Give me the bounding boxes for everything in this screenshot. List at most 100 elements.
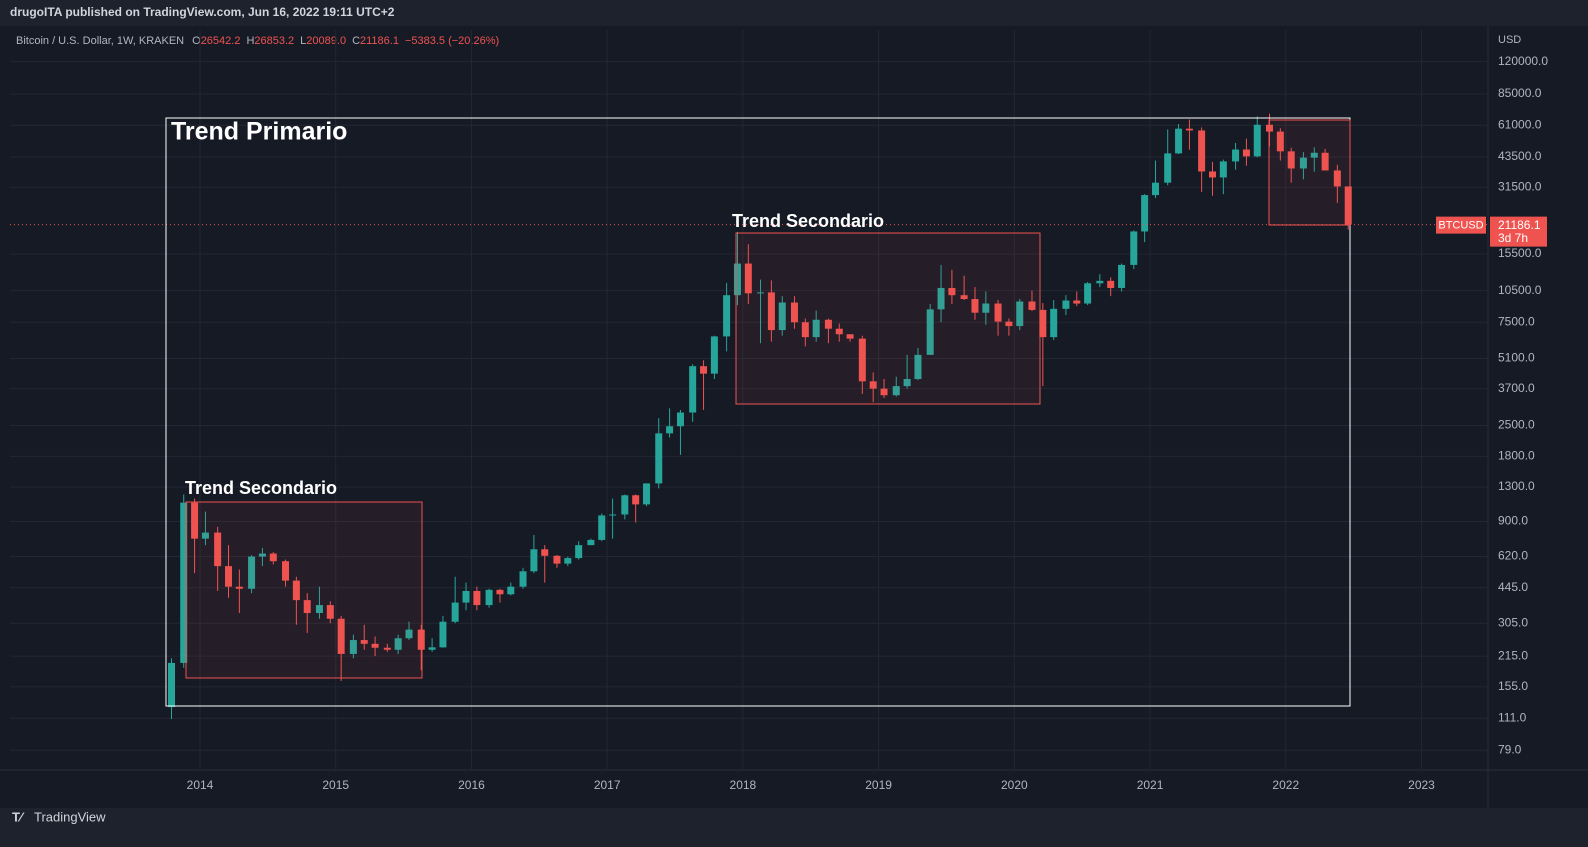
candle-body (292, 580, 300, 601)
y-tick-label: 31500.0 (1498, 180, 1542, 194)
candle-body (587, 539, 595, 546)
candle-body (1050, 308, 1058, 338)
legend-symbol: Bitcoin / U.S. Dollar, 1W, KRAKEN (16, 35, 184, 47)
y-tick-label: 5100.0 (1498, 351, 1535, 365)
candle-body (1333, 170, 1341, 187)
header-bar (0, 0, 1588, 26)
candle-body (598, 515, 606, 540)
candle-body (971, 299, 979, 313)
candle-body (1321, 152, 1329, 171)
candle-body (790, 302, 798, 323)
price-tag-countdown: 3d 7h (1498, 231, 1528, 245)
x-tick-label: 2020 (1001, 778, 1028, 792)
annotation-box (735, 232, 1041, 405)
legend-field-label: H (246, 35, 254, 47)
grid: 79.0 111.0 155.0 215.0 305.0 445.0 620.0 900.0 1… (10, 30, 1548, 792)
y-tick-label: 900.0 (1498, 514, 1528, 528)
candle-body (960, 295, 968, 300)
legend-field-value: 26542.2 (201, 35, 241, 47)
candle-body (655, 433, 663, 484)
candle-body (303, 600, 311, 614)
x-tick-label: 2015 (322, 778, 349, 792)
annotation-box (165, 117, 1351, 707)
candle-body (846, 334, 854, 339)
candle-body (1073, 300, 1081, 304)
candle-body (914, 354, 922, 379)
candle-body (835, 328, 843, 335)
publish-info: drugoITA published on TradingView.com, J… (10, 5, 395, 19)
annotation-box (1268, 119, 1351, 226)
x-tick-label: 2014 (187, 778, 214, 792)
y-tick-label: 1300.0 (1498, 479, 1535, 493)
x-tick-label: 2023 (1408, 778, 1435, 792)
x-tick-label: 2022 (1272, 778, 1299, 792)
candle-body (982, 303, 990, 313)
candle-body (1039, 309, 1047, 338)
annotation-label: Trend Secondario (732, 211, 884, 231)
candle-body (371, 643, 379, 648)
candle-body (723, 295, 731, 337)
legend-field-label: C (352, 35, 360, 47)
price-tag-symbol: BTCUSD (1438, 220, 1483, 232)
price-tag-price: 21186.1 (1498, 218, 1541, 232)
candle-body (689, 366, 697, 413)
candle-body (519, 571, 527, 587)
candle-body (541, 549, 549, 556)
candle-body (1253, 124, 1261, 157)
price-tag-bg (1490, 216, 1547, 247)
candle-body (676, 412, 684, 427)
candle-body (1242, 149, 1250, 157)
candle-body (417, 629, 425, 650)
y-tick-label: 15500.0 (1498, 246, 1542, 260)
y-tick-label: 445.0 (1498, 580, 1528, 594)
candle-body (1185, 128, 1193, 131)
candle-body (337, 618, 345, 654)
candle-body (1107, 280, 1115, 288)
legend: Bitcoin / U.S. Dollar, 1W, KRAKEN O 26542.… (16, 35, 499, 47)
candle-body (248, 556, 256, 589)
y-tick-label: 215.0 (1498, 648, 1528, 662)
candle-body (530, 549, 538, 572)
candles (168, 113, 1352, 720)
candle-body (1028, 301, 1036, 310)
candle-body (1175, 128, 1183, 154)
candle-body (439, 621, 447, 648)
candle-body (462, 590, 470, 603)
candle-body (767, 292, 775, 331)
y-tick-label: 10500.0 (1498, 283, 1542, 297)
candle-body (360, 640, 368, 644)
candle-body (394, 638, 402, 650)
candle-body (948, 287, 956, 296)
annotations: BTCUSD 21186.13d 7h Trend Primario Trend Se… (10, 117, 1547, 707)
candle-body (473, 590, 481, 606)
y-tick-label: 61000.0 (1498, 117, 1542, 131)
candle-body (1118, 264, 1126, 288)
candle-body (485, 589, 493, 606)
legend-field-label: L (300, 35, 306, 47)
candle-body (168, 662, 176, 708)
candle-body (282, 561, 290, 581)
candle-body (700, 366, 708, 374)
candle-body (1164, 153, 1172, 183)
y-tick-label: 79.0 (1498, 742, 1522, 756)
candle-body (451, 602, 459, 622)
candle-body (1232, 149, 1240, 162)
candle-body (892, 386, 900, 396)
candle-body (349, 640, 357, 654)
legend-change: −5383.5 (−20.26%) (405, 35, 499, 47)
price-tag-symbol-bg (1436, 216, 1486, 234)
candle-body (1198, 130, 1206, 172)
candle-body (1151, 182, 1159, 196)
candle-body (1287, 151, 1295, 169)
legend-field-value: 20089.0 (306, 35, 346, 47)
candle-body (1005, 321, 1013, 327)
candle-body (180, 502, 188, 663)
candle-body (326, 605, 334, 619)
candle-body (710, 336, 718, 374)
candle-body (507, 586, 515, 595)
annotation-title: Trend Primario (171, 118, 347, 146)
candle-body (1096, 280, 1104, 284)
candle-body (269, 553, 277, 562)
